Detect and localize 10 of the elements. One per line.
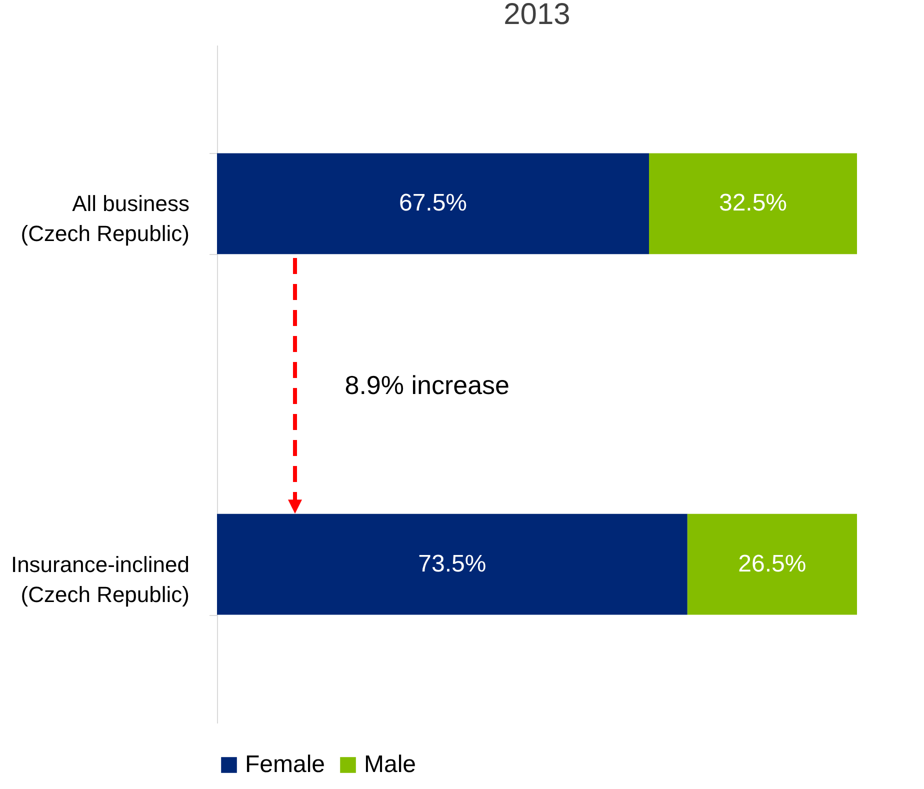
y-tick-label: All business (Czech Republic) <box>20 191 190 246</box>
y-tick-label: Insurance-inclined (Czech Republic) <box>10 552 190 607</box>
data-label: 67.5% <box>398 190 468 217</box>
annotation: 8.9% increase <box>344 370 510 401</box>
legend-label: Male <box>364 751 416 778</box>
data-label: 32.5% <box>718 190 788 217</box>
data-label: 73.5% <box>418 550 486 578</box>
chart-title: 2013 <box>504 0 570 31</box>
legend-label: Female <box>245 751 326 778</box>
data-label: 26.5% <box>738 550 806 578</box>
